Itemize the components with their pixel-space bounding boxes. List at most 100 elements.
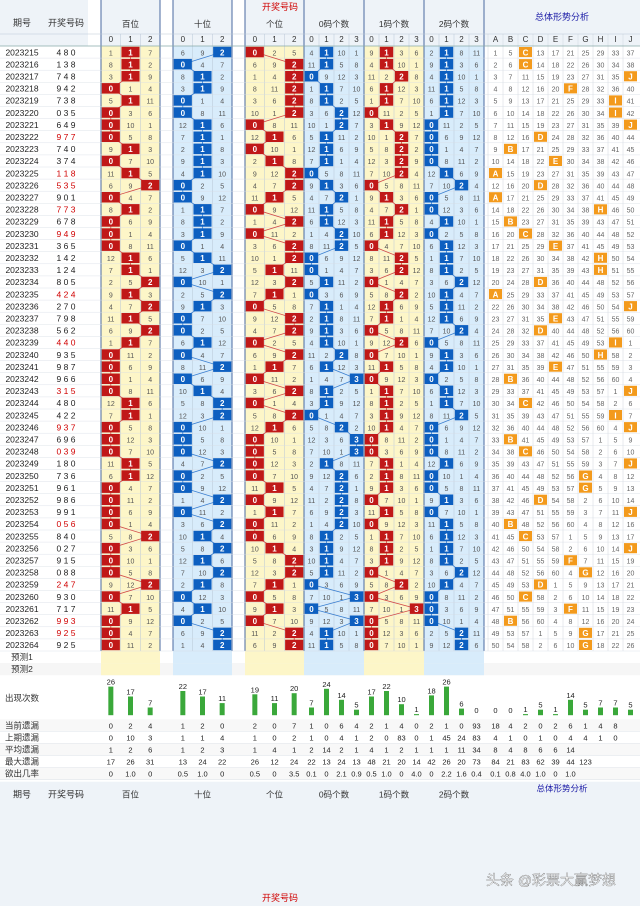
- letter-hit-text: J: [628, 544, 632, 553]
- hit-cell: [364, 446, 379, 457]
- digit-header: 2: [459, 35, 464, 44]
- hit-cell: [319, 542, 334, 554]
- hit-cell: [193, 337, 212, 348]
- miss-value: 6: [475, 498, 479, 505]
- letter-miss: 7: [629, 413, 633, 420]
- letter-header: H: [598, 35, 604, 44]
- number-cell: 3 1 5: [57, 386, 76, 396]
- miss-value: 6: [400, 595, 404, 602]
- stat-value: 20: [397, 758, 405, 767]
- miss-value: 9: [340, 546, 344, 553]
- number-cell: 9 4 9: [57, 229, 76, 239]
- letter-miss: 15: [507, 171, 515, 178]
- hit-cell: [173, 107, 192, 118]
- occ-bar: [339, 699, 344, 716]
- hit-value: 2: [339, 351, 344, 360]
- miss-value: 1: [253, 74, 257, 81]
- miss-value: 12: [271, 316, 279, 323]
- hit-cell: [101, 567, 120, 578]
- hit-value: 2: [292, 641, 297, 650]
- hit-cell: [101, 349, 120, 360]
- miss-value: 3: [460, 208, 464, 215]
- miss-value: 8: [355, 62, 359, 69]
- miss-value: 6: [253, 62, 257, 69]
- stat-value: 2: [339, 745, 343, 754]
- stat-value: 4: [598, 721, 602, 730]
- miss-value: 11: [413, 183, 420, 190]
- hit-cell: [439, 58, 454, 70]
- hit-cell: [304, 252, 319, 263]
- letter-miss: 41: [612, 147, 620, 154]
- letter-miss: 28: [522, 280, 530, 287]
- letter-miss: 30: [552, 208, 560, 215]
- miss-value: 12: [338, 220, 346, 227]
- letter-miss: 22: [612, 643, 620, 650]
- hit-value: 1: [324, 278, 329, 287]
- letter-miss: 59: [552, 558, 560, 565]
- letter-miss: 56: [537, 571, 545, 578]
- miss-value: 7: [220, 208, 224, 215]
- letter-miss: 38: [492, 498, 500, 505]
- miss-value: 8: [273, 413, 277, 420]
- miss-value: 9: [273, 353, 277, 360]
- letter-miss: 54: [552, 498, 560, 505]
- hit-cell: [439, 107, 454, 118]
- miss-value: 5: [129, 571, 133, 578]
- hit-value: 0: [181, 109, 186, 118]
- hit-cell: [319, 458, 334, 469]
- stat-value: 2: [200, 745, 204, 754]
- letter-miss: 33: [507, 389, 515, 396]
- letter-miss: 42: [552, 353, 560, 360]
- miss-value: 2: [148, 62, 152, 69]
- miss-value: 3: [181, 87, 185, 94]
- hit-cell: [379, 58, 394, 70]
- miss-value: 6: [460, 171, 464, 178]
- letter-miss: 24: [627, 619, 635, 626]
- miss-value: 2: [400, 401, 404, 408]
- miss-value: 7: [415, 280, 419, 287]
- stat-value: 0: [324, 721, 328, 730]
- number-cell: 9 0 1: [57, 192, 76, 202]
- hit-value: 0: [309, 605, 314, 614]
- stat-value: 1: [200, 733, 204, 742]
- letter-miss: 43: [492, 558, 500, 565]
- hit-cell: [101, 155, 120, 167]
- hit-value: 2: [339, 484, 344, 493]
- period-cell: 2023247: [5, 434, 38, 444]
- miss-value: 9: [310, 619, 314, 626]
- miss-value: 11: [308, 208, 315, 215]
- letter-miss: 17: [552, 50, 560, 57]
- miss-value: 6: [475, 208, 479, 215]
- hit-value: 1: [444, 532, 449, 541]
- hit-cell: [439, 555, 454, 566]
- miss-value: 2: [460, 268, 464, 275]
- miss-value: 12: [458, 389, 466, 396]
- hit-cell: [121, 288, 140, 300]
- letter-miss: 42: [537, 401, 545, 408]
- letter-hit-text: J: [628, 121, 632, 130]
- miss-value: 11: [413, 619, 420, 626]
- hit-value: 1: [444, 302, 449, 311]
- stat-value: 2.2: [441, 770, 451, 779]
- letter-hit: [594, 349, 607, 360]
- hit-value: 1: [324, 181, 329, 190]
- stat-value: 1.0: [565, 770, 575, 779]
- letter-miss: 50: [567, 401, 575, 408]
- stat-value: 1: [309, 721, 313, 730]
- letter-miss: 33: [597, 99, 605, 106]
- miss-value: 2: [181, 583, 185, 590]
- letter-miss: 59: [582, 462, 590, 469]
- letter-miss: 38: [537, 353, 545, 360]
- hit-cell: [379, 555, 394, 566]
- miss-value: 8: [430, 558, 434, 565]
- miss-value: 5: [400, 220, 404, 227]
- letter-miss: 36: [582, 183, 590, 190]
- hit-value: 1: [384, 314, 389, 323]
- letter-hit-text: D: [538, 278, 544, 287]
- hit-value: 0: [181, 181, 186, 190]
- hit-cell: [439, 95, 454, 106]
- hit-cell: [193, 385, 212, 397]
- miss-value: 12: [458, 534, 466, 541]
- hit-cell: [285, 216, 304, 227]
- miss-value: 8: [292, 304, 296, 311]
